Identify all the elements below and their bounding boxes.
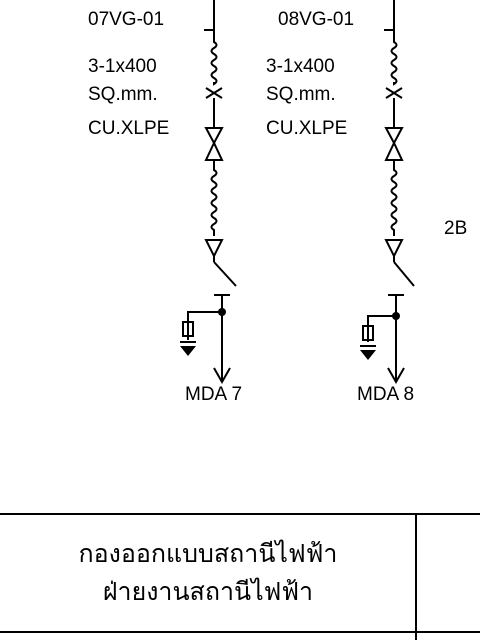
- disconnect-switch-icon: [393, 261, 415, 287]
- edge-label: 2B: [444, 218, 467, 239]
- outgoing-arrow-icon: [213, 367, 231, 385]
- cable-cross-icon: [205, 87, 223, 99]
- destination-label: MDA 7: [185, 384, 242, 405]
- termination-top-icon: [384, 127, 404, 146]
- title-block: กองออกแบบสถานีไฟฟ้า ฝ่ายงานสถานีไฟฟ้า: [0, 513, 480, 640]
- earth-branch-line: [187, 311, 222, 340]
- cable-type-label: CU.XLPE: [88, 118, 169, 139]
- stress-cone-icon: [384, 239, 404, 259]
- feeder-07vg-01: 07VG-01 3-1x400 SQ.mm. CU.XLPE MDA 7: [88, 0, 242, 405]
- stress-cone-icon: [204, 239, 224, 259]
- termination-bottom-icon: [384, 140, 404, 161]
- lower-cable-coil-icon: [390, 160, 398, 236]
- upper-cable-coil-icon: [390, 30, 398, 86]
- cable-cross-icon: [385, 87, 403, 99]
- feeder-tag: 07VG-01: [88, 9, 164, 30]
- termination-top-icon: [204, 127, 224, 146]
- ground-arrow-icon: [360, 350, 376, 360]
- department-name: กองออกแบบสถานีไฟฟ้า: [79, 539, 338, 568]
- upper-cable-coil-icon: [210, 30, 218, 86]
- surge-arrester-icon: [182, 321, 194, 337]
- outgoing-arrow-icon: [387, 367, 405, 385]
- destination-label: MDA 8: [357, 384, 414, 405]
- cable-size-label: 3-1x400: [88, 56, 157, 77]
- surge-arrester-icon: [362, 325, 374, 341]
- tag-leader-line: [204, 0, 215, 31]
- earth-branch-line: [367, 315, 396, 342]
- feeder-08vg-01: 08VG-01 3-1x400 SQ.mm. CU.XLPE MDA 8: [266, 0, 415, 405]
- ground-arrow-icon: [180, 346, 196, 356]
- tag-leader-line: [384, 0, 395, 31]
- lower-cable-coil-icon: [210, 160, 218, 236]
- cable-unit-label: SQ.mm.: [266, 84, 336, 105]
- feeder-tag: 08VG-01: [278, 9, 354, 30]
- cable-size-label: 3-1x400: [266, 56, 335, 77]
- cable-type-label: CU.XLPE: [266, 118, 347, 139]
- cable-unit-label: SQ.mm.: [88, 84, 158, 105]
- termination-bottom-icon: [204, 140, 224, 161]
- disconnect-switch-icon: [213, 261, 237, 287]
- division-name: ฝ่ายงานสถานีไฟฟ้า: [103, 577, 313, 606]
